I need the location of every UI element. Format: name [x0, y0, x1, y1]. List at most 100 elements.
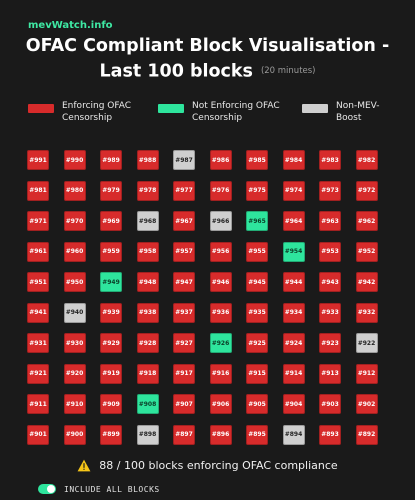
block-cell[interactable]: #978 [136, 180, 159, 201]
block-cell[interactable]: #921 [27, 363, 49, 384]
block-cell[interactable]: #969 [100, 211, 122, 231]
block-cell[interactable]: #897 [173, 424, 195, 445]
block-cell[interactable]: #990 [63, 150, 86, 170]
block-cell[interactable]: #892 [355, 424, 378, 445]
block-cell[interactable]: #980 [63, 180, 86, 201]
block-cell[interactable]: #970 [63, 211, 86, 231]
block-cell[interactable]: #943 [319, 272, 341, 292]
block-cell[interactable]: #935 [246, 302, 268, 323]
block-cell[interactable]: #977 [173, 180, 195, 201]
block-cell[interactable]: #914 [282, 363, 305, 384]
block-cell[interactable]: #974 [282, 180, 305, 201]
block-cell[interactable]: #986 [209, 150, 232, 170]
block-cell[interactable]: #893 [319, 424, 341, 445]
block-cell[interactable]: #991 [27, 150, 49, 170]
block-cell[interactable]: #959 [100, 241, 122, 262]
block-cell[interactable]: #964 [282, 211, 305, 231]
block-cell[interactable]: #913 [319, 363, 341, 384]
block-cell[interactable]: #922 [355, 333, 378, 353]
block-cell[interactable]: #945 [246, 272, 268, 292]
block-cell[interactable]: #983 [319, 150, 341, 170]
block-cell[interactable]: #928 [136, 333, 159, 353]
block-cell[interactable]: #927 [173, 333, 195, 353]
block-cell[interactable]: #918 [136, 363, 159, 384]
block-cell[interactable]: #961 [27, 241, 49, 262]
block-cell[interactable]: #903 [319, 394, 341, 414]
block-cell[interactable]: #973 [319, 180, 341, 201]
block-cell[interactable]: #917 [173, 363, 195, 384]
block-cell[interactable]: #915 [246, 363, 268, 384]
block-cell[interactable]: #981 [27, 180, 49, 201]
block-cell[interactable]: #985 [246, 150, 268, 170]
block-cell[interactable]: #956 [209, 241, 232, 262]
block-cell[interactable]: #971 [27, 211, 49, 231]
block-cell[interactable]: #988 [136, 150, 159, 170]
block-cell[interactable]: #910 [63, 394, 86, 414]
block-cell[interactable]: #909 [100, 394, 122, 414]
brand-logo-text[interactable]: mevWatch.info [28, 20, 113, 31]
block-cell[interactable]: #982 [355, 150, 378, 170]
block-cell[interactable]: #934 [282, 302, 305, 323]
block-cell[interactable]: #930 [63, 333, 86, 353]
block-cell[interactable]: #954 [282, 241, 305, 262]
block-cell[interactable]: #965 [246, 211, 268, 231]
block-cell[interactable]: #939 [100, 302, 122, 323]
block-cell[interactable]: #968 [136, 211, 159, 231]
block-cell[interactable]: #916 [209, 363, 232, 384]
block-cell[interactable]: #931 [27, 333, 49, 353]
toggle-switch[interactable] [38, 484, 56, 494]
block-cell[interactable]: #920 [63, 363, 86, 384]
block-cell[interactable]: #924 [282, 333, 305, 353]
block-cell[interactable]: #940 [63, 302, 86, 323]
block-cell[interactable]: #938 [136, 302, 159, 323]
block-cell[interactable]: #953 [319, 241, 341, 262]
block-cell[interactable]: #967 [173, 211, 195, 231]
block-cell[interactable]: #936 [209, 302, 232, 323]
block-cell[interactable]: #963 [319, 211, 341, 231]
block-cell[interactable]: #958 [136, 241, 159, 262]
block-cell[interactable]: #933 [319, 302, 341, 323]
block-cell[interactable]: #948 [136, 272, 159, 292]
block-cell[interactable]: #906 [209, 394, 232, 414]
block-cell[interactable]: #926 [209, 333, 232, 353]
block-cell[interactable]: #947 [173, 272, 195, 292]
block-cell[interactable]: #902 [355, 394, 378, 414]
block-cell[interactable]: #975 [246, 180, 268, 201]
block-cell[interactable]: #989 [100, 150, 122, 170]
block-cell[interactable]: #946 [209, 272, 232, 292]
block-cell[interactable]: #900 [63, 424, 86, 445]
block-cell[interactable]: #966 [209, 211, 232, 231]
block-cell[interactable]: #895 [246, 424, 268, 445]
block-cell[interactable]: #984 [282, 150, 305, 170]
block-cell[interactable]: #944 [282, 272, 305, 292]
block-cell[interactable]: #950 [63, 272, 86, 292]
block-cell[interactable]: #949 [100, 272, 122, 292]
block-cell[interactable]: #894 [282, 424, 305, 445]
block-cell[interactable]: #923 [319, 333, 341, 353]
block-cell[interactable]: #901 [27, 424, 49, 445]
block-cell[interactable]: #962 [355, 211, 378, 231]
block-cell[interactable]: #932 [355, 302, 378, 323]
block-cell[interactable]: #952 [355, 241, 378, 262]
block-cell[interactable]: #908 [136, 394, 159, 414]
block-cell[interactable]: #976 [209, 180, 232, 201]
block-cell[interactable]: #919 [100, 363, 122, 384]
block-cell[interactable]: #957 [173, 241, 195, 262]
block-cell[interactable]: #899 [100, 424, 122, 445]
block-cell[interactable]: #925 [246, 333, 268, 353]
block-cell[interactable]: #898 [136, 424, 159, 445]
block-cell[interactable]: #942 [355, 272, 378, 292]
block-cell[interactable]: #955 [246, 241, 268, 262]
block-cell[interactable]: #972 [355, 180, 378, 201]
block-cell[interactable]: #937 [173, 302, 195, 323]
block-cell[interactable]: #951 [27, 272, 49, 292]
block-cell[interactable]: #912 [355, 363, 378, 384]
block-cell[interactable]: #929 [100, 333, 122, 353]
block-cell[interactable]: #979 [100, 180, 122, 201]
block-cell[interactable]: #941 [27, 302, 49, 323]
block-cell[interactable]: #905 [246, 394, 268, 414]
block-cell[interactable]: #896 [209, 424, 232, 445]
block-cell[interactable]: #907 [173, 394, 195, 414]
block-cell[interactable]: #987 [173, 150, 195, 170]
include-all-blocks-toggle[interactable]: INCLUDE ALL BLOCKS [38, 484, 160, 494]
